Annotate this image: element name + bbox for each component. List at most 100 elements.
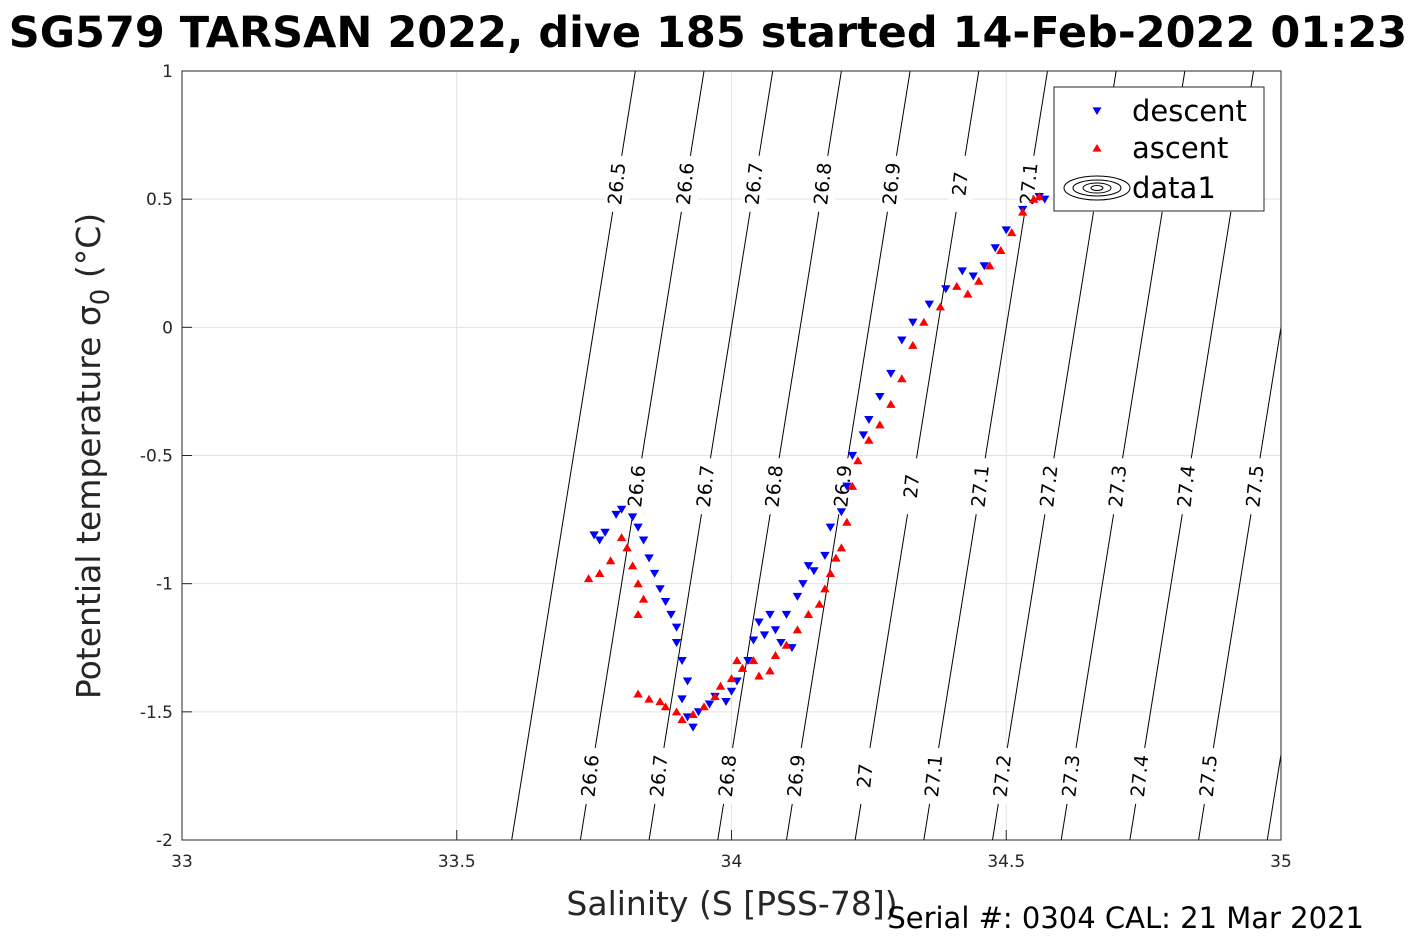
legend-contour-icon <box>1072 179 1122 197</box>
legend-entry-ascent: ascent <box>1132 131 1228 165</box>
ascent-point <box>770 651 781 660</box>
ascent-point <box>627 561 638 570</box>
descent-point <box>792 592 803 601</box>
ascent-point <box>820 584 830 593</box>
descent-point <box>688 723 698 732</box>
ascent-point <box>605 556 616 565</box>
isopycnal-label-bottom-bg <box>922 747 947 804</box>
isopycnal-label-mid: 27.2 <box>1036 464 1062 508</box>
isopycnal-label-bottom-bg <box>1128 747 1153 804</box>
chart-title: SG579 TARSAN 2022, dive 185 started 14-F… <box>9 8 1407 58</box>
ascent-point <box>1007 228 1017 237</box>
isopycnal-label-top: 26.9 <box>879 162 905 206</box>
isopycnal-label-mid: 27 <box>900 473 924 499</box>
ascent-point <box>842 517 852 526</box>
ascent-point <box>633 579 643 588</box>
isopycnal-label-bottom: 27.2 <box>990 754 1016 798</box>
legend-contour-icon <box>1063 175 1131 201</box>
isopycnal-label-mid: 27.5 <box>1242 464 1268 508</box>
y-axis-label-unit: (°C) <box>69 213 108 289</box>
ascent-point <box>996 246 1006 255</box>
descent-point <box>743 656 753 665</box>
y-axis-label: Potential temperature σ0 (°C) <box>69 213 116 699</box>
isopycnal-label-bottom: 26.7 <box>646 754 672 798</box>
ascent-point <box>754 671 764 680</box>
x-tick-label: 34 <box>721 852 743 872</box>
descent-point <box>644 554 654 563</box>
isopycnal-label-top-bg <box>605 155 630 212</box>
isopycnal-label-mid-bg <box>1106 458 1131 515</box>
isopycnal-label-bottom: 27.3 <box>1058 754 1084 798</box>
isopycnal-label-bottom: 26.6 <box>578 754 604 798</box>
ascent-point <box>1018 207 1028 216</box>
ascent-point <box>825 569 836 578</box>
ascent-point <box>715 681 726 690</box>
isopycnal-label-top-bg <box>879 155 904 212</box>
ascent-point <box>919 317 929 326</box>
ascent-point <box>699 702 709 711</box>
descent-point <box>897 336 907 345</box>
isopycnal-label-mid-bg <box>1243 458 1268 515</box>
descent-point <box>748 636 759 645</box>
ascent-point <box>660 702 671 711</box>
descent-point <box>847 451 858 460</box>
serial-cal-footer: Serial #: 0304 CAL: 21 Mar 2021 <box>887 901 1364 935</box>
x-tick-label: 33 <box>171 852 193 872</box>
isopycnal-label-mid: 27.4 <box>1174 464 1200 508</box>
y-axis-label-main: Potential temperature σ <box>69 305 108 699</box>
ascent-point <box>847 481 858 490</box>
isopycnal-label-mid: 26.8 <box>761 464 787 508</box>
isopycnal-label-bottom: 27.4 <box>1127 754 1153 798</box>
isopycnal-label-bottom-bg <box>853 747 878 804</box>
descent-point <box>770 626 781 635</box>
isopycnal-label-top-bg <box>742 155 767 212</box>
isopycnal-label-top: 26.6 <box>673 162 699 206</box>
ascent-point <box>853 456 863 465</box>
ascent-point <box>836 543 847 552</box>
legend-contour-icon <box>1090 185 1104 191</box>
ascent-point <box>732 656 742 665</box>
ascent-point <box>633 610 643 619</box>
ascent-point <box>726 674 737 683</box>
ascent-point <box>583 574 594 583</box>
series-ascent <box>583 192 1044 724</box>
legend-box <box>1053 86 1265 212</box>
isopycnal-label-mid-bg <box>1037 458 1062 515</box>
x-tick-label: 34.5 <box>987 852 1025 872</box>
ascent-point <box>765 666 775 675</box>
ascent-point <box>781 640 792 649</box>
series-descent <box>589 193 1050 732</box>
descent-point <box>594 536 605 545</box>
ascent-point <box>655 697 665 706</box>
ascent-point <box>633 689 643 698</box>
descent-point <box>908 318 918 327</box>
isopycnal-label-bottom-bg <box>1059 747 1084 804</box>
isopycnal-label-top: 27 <box>948 171 972 197</box>
x-tick-label: 35 <box>1270 852 1292 872</box>
descent-point <box>886 369 896 378</box>
x-tick-label: 33.5 <box>438 852 476 872</box>
isopycnal-label-mid: 27.3 <box>1105 464 1131 508</box>
ascent-point <box>831 553 841 562</box>
isopycnal-label-mid-bg <box>693 458 718 515</box>
isopycnal-label-bottom: 26.8 <box>715 754 741 798</box>
isopycnal-label-top-bg <box>811 155 836 212</box>
ascent-point <box>875 420 885 429</box>
ascent-point <box>792 625 803 634</box>
ascent-point <box>803 610 814 619</box>
descent-point <box>803 562 814 571</box>
ascent-point <box>594 569 605 578</box>
descent-point <box>627 513 638 522</box>
descent-point <box>693 708 704 717</box>
isopycnal-label-top: 26.8 <box>810 162 836 206</box>
descent-point <box>979 262 989 271</box>
descent-point <box>798 580 808 589</box>
ascent-point <box>952 281 962 290</box>
y-tick-label: -1.5 <box>140 703 173 723</box>
descent-point <box>660 598 671 606</box>
isopycnal-label-mid-bg <box>625 458 650 515</box>
descent-point <box>809 567 819 576</box>
descent-point <box>682 677 693 686</box>
descent-point <box>704 700 715 709</box>
descent-point <box>875 392 885 401</box>
